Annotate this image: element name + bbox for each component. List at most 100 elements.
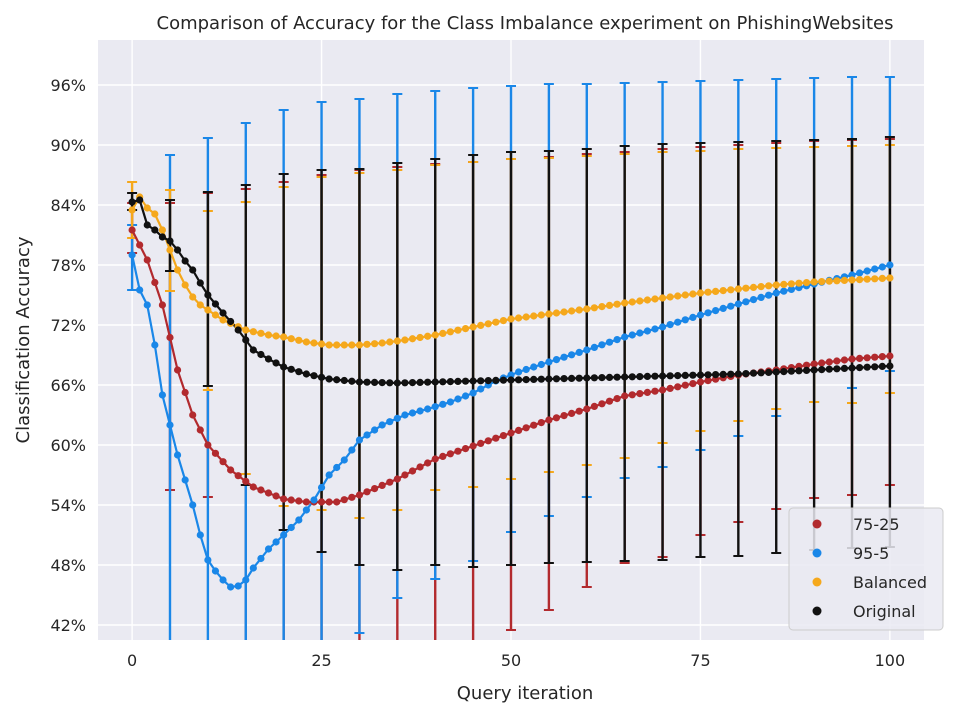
data-point	[878, 353, 886, 361]
data-point	[507, 371, 515, 379]
data-point	[355, 436, 364, 444]
data-point	[499, 376, 508, 384]
data-point	[310, 372, 318, 380]
data-point	[158, 391, 167, 399]
data-point	[325, 375, 333, 383]
data-point	[560, 412, 568, 420]
data-point	[590, 343, 598, 351]
data-point	[371, 426, 379, 434]
data-point	[727, 302, 735, 310]
data-point	[242, 576, 250, 584]
x-axis-label: Query iteration	[457, 683, 593, 704]
data-point	[302, 370, 310, 378]
data-point	[249, 346, 257, 354]
data-point	[840, 356, 849, 364]
data-point	[514, 314, 523, 322]
data-point	[560, 308, 568, 316]
data-point	[310, 496, 318, 504]
data-point	[636, 390, 644, 398]
data-point	[757, 283, 765, 291]
data-point	[287, 365, 295, 373]
data-point	[810, 360, 818, 368]
data-point	[825, 365, 833, 373]
data-point	[287, 335, 295, 343]
data-point	[499, 317, 508, 325]
data-point	[143, 221, 151, 229]
data-point	[712, 307, 720, 315]
data-point	[780, 287, 788, 295]
y-tick-label: 42%	[50, 616, 86, 635]
data-point	[598, 374, 606, 382]
data-point	[196, 301, 204, 309]
data-point	[454, 326, 462, 334]
data-point	[446, 378, 454, 386]
data-point	[181, 281, 189, 289]
data-point	[196, 426, 204, 434]
data-point	[189, 411, 197, 419]
data-point	[173, 246, 182, 254]
data-point	[590, 402, 598, 410]
data-point	[613, 336, 621, 344]
data-point	[522, 424, 530, 432]
data-point	[530, 363, 538, 371]
x-tick-label: 0	[127, 651, 137, 670]
series-75-25	[128, 226, 894, 506]
data-point	[810, 366, 818, 374]
data-point	[287, 523, 295, 532]
data-point	[280, 495, 288, 503]
data-point	[386, 418, 394, 426]
data-point	[552, 414, 561, 422]
data-point	[204, 306, 212, 314]
data-point	[181, 476, 189, 484]
data-point	[461, 325, 470, 333]
data-point	[658, 386, 667, 394]
data-point	[787, 280, 795, 288]
data-point	[704, 288, 712, 296]
data-point	[378, 339, 386, 347]
data-point	[878, 263, 886, 271]
data-point	[855, 269, 864, 277]
data-point	[151, 341, 159, 349]
data-point	[840, 364, 849, 372]
errorbars-original	[127, 136, 895, 571]
data-point	[310, 339, 318, 347]
legend-marker	[812, 548, 822, 558]
data-point	[666, 321, 674, 329]
data-point	[802, 279, 811, 287]
data-point	[204, 291, 212, 299]
x-tick-label: 50	[501, 651, 521, 670]
data-point	[173, 266, 182, 274]
data-point	[371, 340, 379, 348]
data-point	[234, 326, 242, 334]
data-point	[583, 405, 591, 413]
data-point	[363, 431, 371, 439]
data-point	[848, 355, 856, 363]
data-point	[461, 392, 470, 400]
data-point	[749, 296, 758, 304]
legend-box	[788, 507, 944, 631]
data-point	[636, 297, 644, 305]
data-point	[825, 358, 833, 366]
data-point	[674, 383, 682, 391]
data-point	[742, 370, 750, 378]
data-point	[158, 226, 167, 234]
data-point	[477, 377, 485, 385]
data-point	[658, 372, 667, 380]
data-point	[477, 321, 485, 329]
data-point	[340, 456, 348, 464]
data-point	[424, 378, 432, 386]
data-point	[575, 374, 583, 382]
data-point	[855, 276, 864, 284]
data-point	[613, 373, 621, 381]
data-point	[696, 289, 705, 297]
data-point	[371, 485, 379, 493]
data-point	[636, 329, 644, 337]
data-point	[408, 379, 417, 387]
data-point	[257, 486, 265, 494]
y-tick-labels: 42% 48% 54% 60% 66% 72% 78% 84% 90% 96%	[50, 76, 86, 635]
data-point	[742, 298, 750, 306]
data-point	[340, 496, 348, 504]
data-point	[257, 350, 265, 359]
data-point	[621, 333, 629, 341]
data-point	[446, 398, 454, 406]
